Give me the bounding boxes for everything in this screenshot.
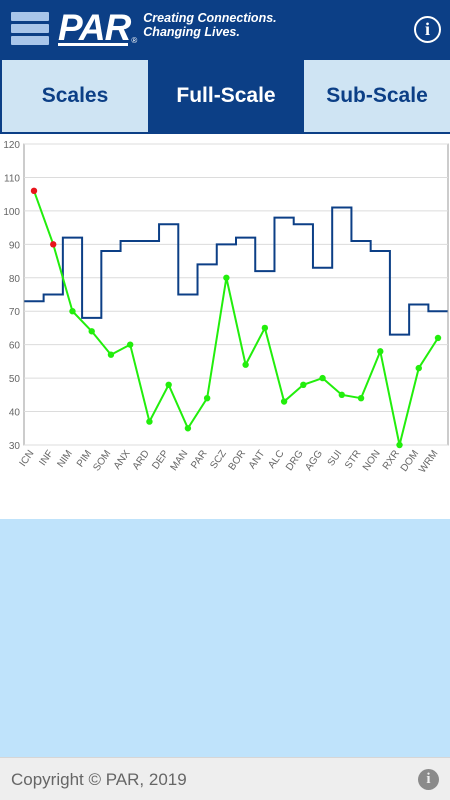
x-tick-label: DRG (284, 448, 306, 473)
tab-full-scale[interactable]: Full-Scale (150, 60, 302, 132)
info-icon[interactable]: i (414, 16, 441, 43)
y-tick-label: 90 (9, 240, 21, 251)
tagline-line-1: Creating Connections. (143, 11, 277, 25)
y-tick-label: 50 (9, 374, 21, 385)
app-header: PAR ® Creating Connections. Changing Liv… (0, 0, 450, 60)
data-point (165, 381, 172, 388)
data-point (223, 274, 230, 281)
copyright-text: Copyright © PAR, 2019 (11, 770, 187, 789)
x-tick-label: DEP (150, 448, 171, 471)
y-tick-label: 30 (9, 441, 21, 452)
data-point (242, 361, 249, 368)
tab-scales[interactable]: Scales (2, 60, 148, 132)
data-point (319, 374, 326, 382)
details-panel (0, 519, 450, 757)
x-tick-label: BOR (227, 448, 248, 472)
data-point (377, 348, 384, 355)
data-point (261, 324, 269, 332)
logo-tagline: Creating Connections. Changing Lives. (143, 11, 276, 39)
data-point (434, 334, 442, 342)
data-point (184, 425, 192, 432)
data-point (415, 364, 422, 372)
par-logo: PAR ® Creating Connections. Changing Liv… (58, 9, 277, 49)
x-tick-label: NIM (55, 448, 75, 469)
data-point (107, 351, 115, 358)
y-tick-label: 80 (9, 274, 21, 285)
data-point (280, 398, 288, 405)
hamburger-menu-icon[interactable] (11, 12, 49, 48)
app-footer: Copyright © PAR, 2019 i (0, 757, 450, 800)
x-tick-label: WRM (417, 448, 440, 475)
y-tick-label: 70 (9, 307, 21, 318)
x-tick-label: ANX (112, 448, 133, 471)
data-point (146, 418, 153, 425)
plot-frame (23, 143, 449, 446)
step-series-line (24, 206, 448, 336)
x-tick-label: ANT (247, 448, 267, 471)
tab-sub-scale[interactable]: Sub-Scale (304, 60, 450, 132)
y-tick-label: 100 (3, 207, 20, 218)
x-tick-label: SUI (326, 448, 345, 468)
x-tick-label: ICN (18, 448, 37, 468)
x-tick-label: SCZ (208, 448, 228, 471)
x-tick-label: NON (361, 448, 383, 473)
data-point (357, 394, 365, 402)
x-tick-label: INF (37, 448, 55, 468)
data-point (126, 341, 134, 348)
y-tick-label: 40 (9, 408, 21, 419)
data-point (396, 441, 403, 449)
x-tick-label: STR (343, 448, 363, 471)
y-tick-label: 110 (4, 173, 20, 184)
y-tick-label: 60 (9, 341, 21, 352)
registered-mark: ® (131, 36, 138, 45)
green-series-line (33, 190, 439, 446)
data-point (69, 308, 76, 315)
footer-info-icon[interactable]: i (418, 769, 439, 790)
logo-mark: PAR (58, 7, 131, 48)
x-tick-label: AGG (303, 448, 325, 473)
x-tick-label: PAR (189, 448, 209, 471)
x-tick-label: ARD (131, 448, 152, 472)
highlight-point (50, 241, 57, 248)
data-point (338, 391, 346, 399)
x-tick-label: MAN (169, 448, 191, 473)
y-tick-label: 120 (3, 140, 20, 151)
data-point (300, 381, 307, 388)
profile-chart: 30 40 50 60 70 80 90 100 110 120 ICN INF NIM PIM SOM AN… (0, 134, 450, 519)
x-tick-label: SOM (91, 448, 113, 473)
data-point (203, 394, 211, 402)
scale-tabs: Scales Full-Scale Sub-Scale (0, 60, 450, 134)
data-point (88, 328, 95, 335)
highlight-point (30, 187, 38, 195)
tagline-line-2: Changing Lives. (143, 25, 240, 39)
